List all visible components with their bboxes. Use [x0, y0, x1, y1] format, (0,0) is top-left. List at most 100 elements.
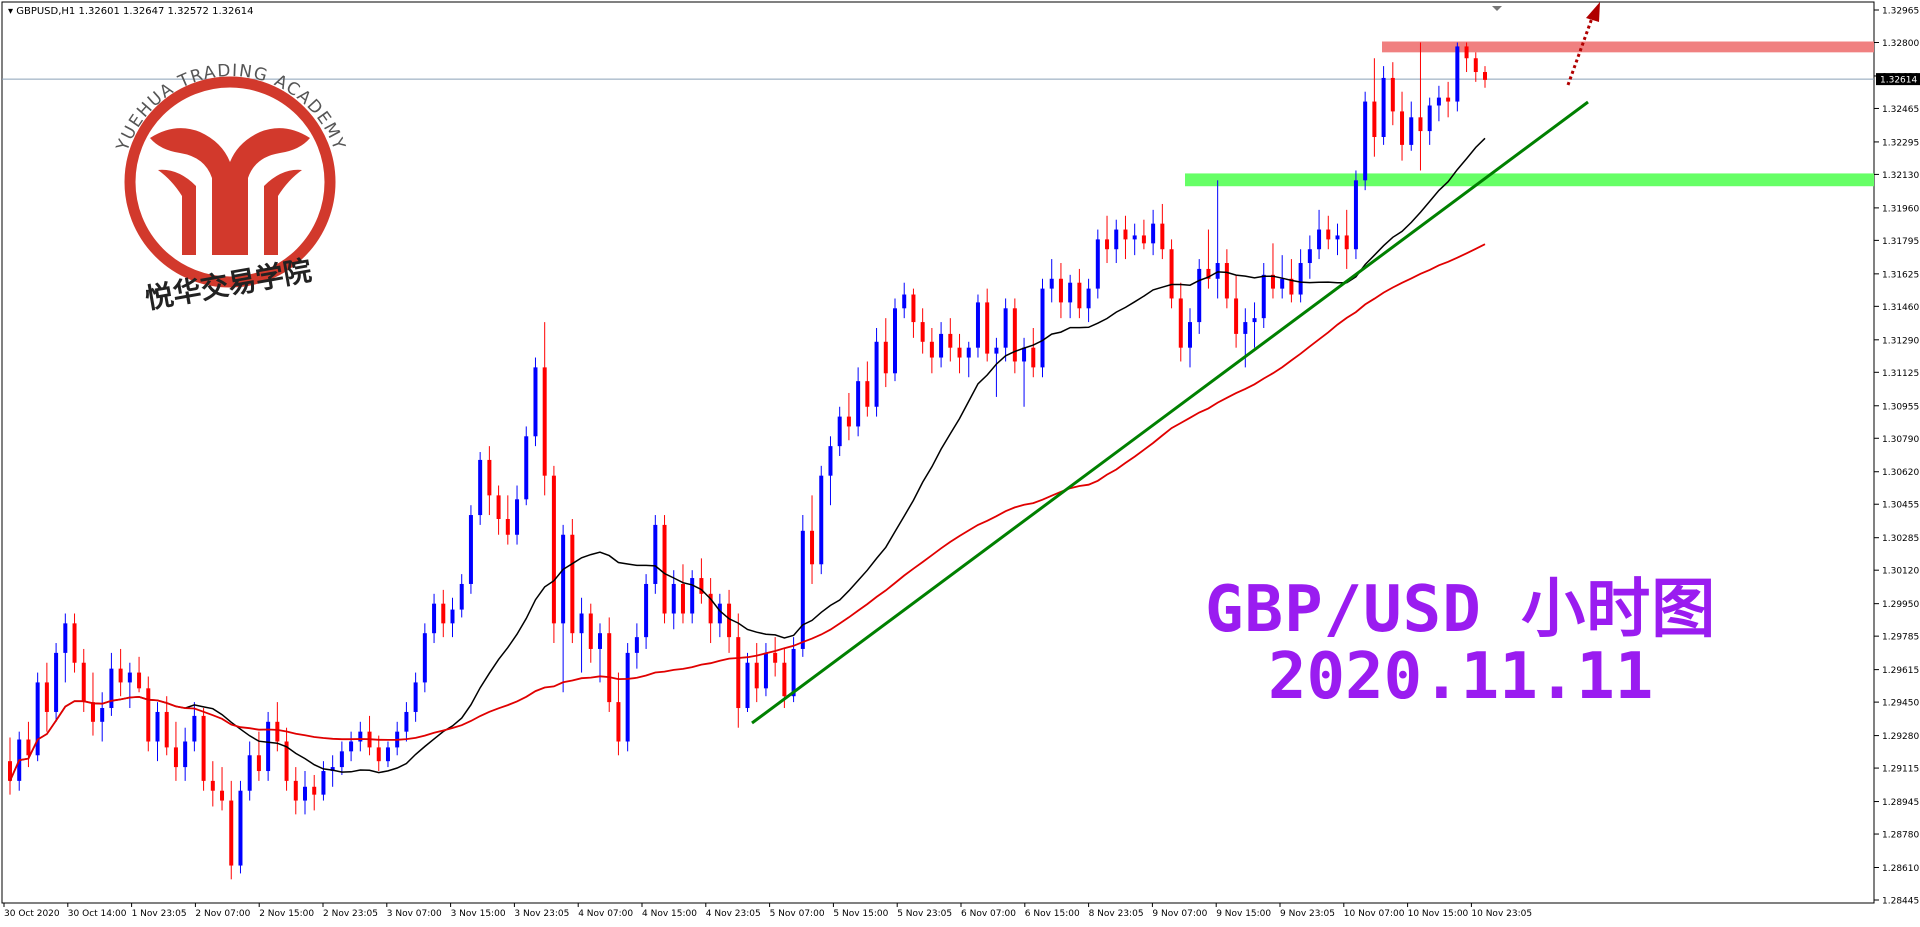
candle-body — [856, 381, 861, 427]
candle-body — [266, 721, 271, 772]
candle-body — [487, 459, 492, 496]
candle-body — [1363, 101, 1368, 181]
candle-body — [81, 662, 86, 703]
candle-body — [63, 623, 68, 653]
candle-body — [1215, 263, 1220, 279]
candle-body — [975, 302, 980, 348]
candle-body — [828, 446, 833, 476]
candle-body — [1178, 298, 1183, 348]
ma-fast-line — [9, 137, 1486, 782]
candle-body — [616, 702, 621, 742]
candle-body — [782, 662, 787, 697]
y-tick-label: 1.28945 — [1882, 798, 1919, 808]
candle-body — [432, 603, 437, 634]
candle-body — [634, 637, 639, 653]
y-tick-label: 1.31460 — [1882, 303, 1919, 313]
candle-body — [90, 702, 95, 722]
candle-body — [1436, 97, 1441, 106]
candle-body — [164, 711, 169, 748]
support-zone — [1185, 173, 1874, 187]
candle-body — [26, 739, 31, 756]
candle-body — [690, 578, 695, 614]
candle-body — [72, 623, 77, 663]
candle-body — [275, 721, 280, 742]
resistance-zone — [1382, 41, 1874, 53]
logo-emblem-right — [264, 169, 302, 255]
ma-slow-line — [9, 243, 1486, 782]
x-tick-label: 9 Nov 23:05 — [1280, 909, 1335, 919]
candle-body — [256, 755, 261, 772]
candle-body — [680, 583, 685, 614]
academy-logo: YUEHUA TRADING ACADEMY 悦华交易学院 — [113, 61, 350, 316]
candle-body — [865, 381, 870, 407]
y-tick-label: 1.31960 — [1882, 204, 1919, 214]
candle-body — [1068, 282, 1073, 303]
candle-body — [1390, 77, 1395, 112]
candle-body — [1224, 263, 1229, 299]
candle-body — [1132, 235, 1137, 240]
candle-body — [1086, 288, 1091, 309]
candle-body — [920, 322, 925, 342]
overlay-date: 2020.11.11 — [1268, 640, 1654, 714]
candle-body — [588, 613, 593, 649]
candle-body — [220, 790, 225, 801]
candle-body — [893, 308, 897, 374]
x-tick-label: 8 Nov 23:05 — [1089, 909, 1144, 919]
y-tick-label: 1.30620 — [1882, 468, 1919, 478]
candle-body — [293, 780, 298, 801]
candle-body — [1289, 278, 1294, 295]
candle-body — [625, 652, 630, 742]
candle-body — [524, 436, 529, 500]
candle-body — [1252, 318, 1257, 323]
candle-body — [1307, 249, 1312, 264]
candle-body — [985, 302, 990, 354]
candle-body — [653, 524, 658, 584]
candle-body — [422, 633, 427, 683]
candle-body — [54, 652, 59, 712]
chart-header: ▾ GBPUSD,H1 1.32601 1.32647 1.32572 1.32… — [8, 6, 253, 17]
candle-body — [1317, 229, 1322, 250]
candle-body — [1151, 223, 1156, 244]
candle-body — [210, 780, 215, 791]
candle-body — [183, 741, 188, 768]
x-tick-label: 2 Nov 15:00 — [259, 909, 314, 919]
target-arrow-head — [1586, 2, 1600, 22]
x-tick-label: 2 Nov 23:05 — [323, 909, 378, 919]
candle-body — [1012, 308, 1017, 362]
candle-body — [238, 790, 243, 866]
y-tick-label: 1.29615 — [1882, 666, 1919, 676]
y-tick-label: 1.30790 — [1882, 435, 1919, 445]
y-tick-label: 1.30955 — [1882, 402, 1919, 412]
candle-body — [1141, 235, 1146, 244]
candle-body — [542, 367, 547, 476]
candle-body — [1372, 101, 1377, 138]
candle-body — [1280, 278, 1285, 289]
uptrend-line — [751, 100, 1589, 725]
x-tick-label: 1 Nov 23:05 — [132, 909, 187, 919]
x-tick-label: 4 Nov 07:00 — [578, 909, 633, 919]
candle-body — [441, 603, 446, 624]
header-ohlc: 1.32601 1.32647 1.32572 1.32614 — [78, 6, 254, 17]
logo-arc-text: YUEHUA TRADING ACADEMY — [113, 61, 350, 155]
candle-body — [708, 593, 713, 624]
current-price-label: 1.32614 — [1880, 76, 1917, 86]
candle-body — [1022, 347, 1027, 362]
candle-body — [957, 347, 962, 358]
candle-body — [671, 583, 676, 614]
candle-body — [173, 747, 178, 768]
candle-body — [837, 416, 842, 447]
y-tick-label: 1.28610 — [1882, 864, 1919, 874]
candle-body — [598, 633, 602, 649]
candle-body — [754, 662, 759, 689]
candle-body — [339, 751, 344, 768]
y-tick-label: 1.29950 — [1882, 600, 1919, 610]
candle-body — [1335, 235, 1340, 240]
candle-body — [1344, 235, 1349, 250]
candle-body — [902, 294, 907, 309]
y-tick-label: 1.30120 — [1882, 567, 1919, 577]
header-arrow-icon[interactable]: ▾ — [8, 6, 14, 17]
header-symbol: GBPUSD,H1 — [16, 6, 76, 17]
candle-body — [1455, 46, 1460, 102]
x-tick-label: 30 Oct 14:00 — [68, 909, 127, 919]
